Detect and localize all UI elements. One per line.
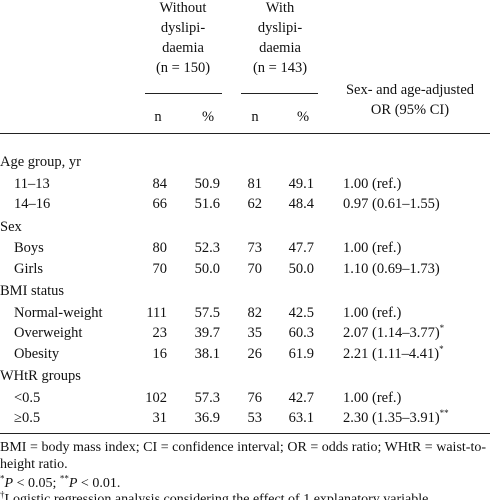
cell: 2.30 (1.35–3.91)**	[343, 408, 449, 426]
cell: 50.0	[288, 260, 314, 277]
group-header: dyslipi-	[160, 20, 206, 36]
footnote: *P < 0.05; **P < 0.01.	[0, 474, 120, 494]
group-header: (n = 143)	[252, 60, 308, 76]
cell: 70	[152, 260, 168, 277]
footnote-part: < 0.01.	[77, 476, 121, 491]
cell: 51.6	[194, 196, 220, 212]
footnote-mark: †	[0, 489, 5, 500]
group-header: (n = 150)	[155, 60, 211, 76]
note-mark: *	[439, 343, 444, 354]
section-title: BMI status	[0, 283, 65, 299]
row-label: Boys	[14, 240, 44, 256]
row-label: 11–13	[14, 175, 50, 192]
cell: 76	[247, 389, 263, 406]
cell: 2.21 (1.11–4.41)*	[343, 343, 444, 362]
footnote: †Logistic regression analysis considerin…	[0, 489, 486, 500]
footnote-part: P	[4, 476, 14, 491]
column-header: Sex- and age-adjusted	[345, 82, 475, 98]
cell: 1.00 (ref.)	[343, 389, 402, 406]
cell: 16	[152, 345, 168, 362]
footnote-part: Logistic regression analysis considering…	[4, 492, 432, 500]
cell: 61.9	[288, 345, 314, 362]
cell: 50.0	[194, 260, 220, 277]
row-label: <0.5	[14, 389, 41, 406]
cell: 80	[152, 240, 168, 256]
row-label: Obesity	[14, 345, 60, 362]
cell: 31	[152, 410, 168, 426]
header-rule	[0, 133, 490, 134]
cell: 63.1	[288, 410, 314, 426]
cell: 49.1	[288, 175, 314, 192]
group-header: daemia	[259, 40, 301, 56]
cell: 52.3	[194, 240, 220, 256]
cell: 0.97 (0.61–1.55)	[343, 196, 440, 212]
bottom-rule	[0, 433, 490, 434]
cell: 36.9	[194, 410, 220, 426]
cell: 57.3	[194, 389, 220, 406]
section-title: Age group, yr	[0, 154, 81, 170]
cell: 111	[146, 304, 167, 321]
row-label: 14–16	[14, 196, 51, 212]
group-header: With	[265, 0, 295, 16]
cell: 48.4	[288, 196, 314, 212]
row-label: ≥0.5	[14, 410, 41, 426]
group-header: daemia	[162, 40, 204, 56]
cell: 1.00 (ref.)	[343, 304, 402, 321]
footnote-part: < 0.05;	[13, 476, 60, 491]
group-rule	[145, 93, 222, 94]
note-mark: *	[439, 323, 445, 334]
cell: 26	[247, 345, 263, 362]
cell: 1.10 (0.69–1.73)	[343, 260, 440, 277]
cell: 38.1	[194, 345, 220, 362]
group-rule	[241, 93, 318, 94]
footnote-part: *	[0, 473, 5, 484]
column-header: n	[154, 109, 162, 125]
group-header: Without	[159, 0, 207, 16]
column-header: n	[251, 109, 259, 125]
cell: 42.5	[288, 304, 314, 321]
row-label: Normal-weight	[14, 304, 103, 321]
cell: 84	[152, 175, 168, 192]
cell: 82	[247, 304, 263, 321]
cell: 1.00 (ref.)	[343, 240, 402, 256]
cell: 35	[247, 325, 263, 341]
cell: 62	[247, 196, 263, 212]
column-header: %	[296, 109, 310, 125]
cell: 73	[247, 240, 263, 256]
cell: 23	[152, 325, 168, 341]
footnote: BMI = body mass index; CI = confidence i…	[0, 440, 486, 472]
section-title: WHtR groups	[0, 368, 81, 384]
cell: 81	[247, 175, 263, 192]
footnote-part: **	[59, 473, 69, 484]
cell: 57.5	[194, 304, 220, 321]
section-title: Sex	[0, 218, 22, 235]
cell: 60.3	[288, 325, 314, 341]
group-header: dyslipi-	[257, 20, 303, 36]
column-header: OR (95% CI)	[370, 102, 450, 118]
cell: 42.7	[288, 389, 314, 406]
cell: 39.7	[194, 325, 220, 341]
cell: 53	[247, 410, 263, 426]
cell: 2.07 (1.14–3.77)*	[343, 323, 445, 341]
row-label: Overweight	[14, 325, 83, 341]
cell: 1.00 (ref.)	[343, 175, 402, 192]
cell: 70	[247, 260, 263, 277]
cell: 50.9	[194, 175, 220, 192]
note-mark: **	[439, 408, 449, 419]
row-label: Girls	[14, 260, 43, 277]
cell: 47.7	[288, 240, 314, 256]
column-header: %	[201, 109, 215, 125]
footnote-part: P	[68, 476, 78, 491]
cell: 102	[145, 389, 167, 406]
cell: 66	[152, 196, 168, 212]
